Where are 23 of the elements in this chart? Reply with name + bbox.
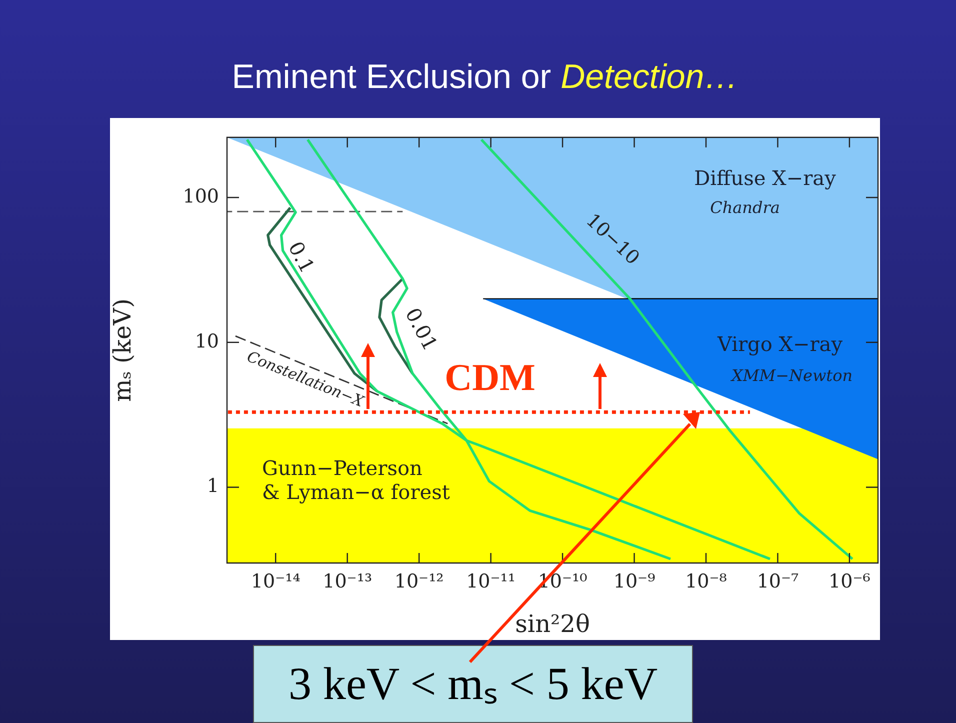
x-tick-label: 10⁻⁷: [756, 570, 800, 592]
annotation: Diffuse X−ray: [694, 166, 837, 190]
annotation: Virgo X−ray: [716, 332, 844, 356]
x-tick-label: 10⁻¹²: [394, 570, 444, 592]
x-tick-label: 10⁻⁶: [828, 570, 871, 592]
x-axis-title: sin²2θ: [515, 610, 590, 638]
annotation: CDM: [444, 356, 536, 399]
annotation: XMM−Newton: [729, 366, 853, 386]
x-tick-label: 10⁻¹¹: [466, 570, 516, 592]
x-tick-label: 10⁻¹³: [322, 570, 372, 592]
annotation: 0.1: [284, 237, 320, 277]
annotation: Chandra: [710, 198, 780, 218]
x-tick-label: 10⁻¹⁴: [250, 570, 301, 592]
x-tick-label: 10⁻⁸: [685, 570, 728, 592]
y-tick-label: 100: [182, 185, 219, 208]
y-tick-label: 10: [194, 330, 219, 352]
x-tick-label: 10⁻⁹: [613, 570, 656, 592]
band-label: Gunn−Peterson & Lyman−α forest: [262, 456, 450, 504]
text: 3 keV < mₛ < 5 keV: [253, 645, 693, 723]
y-axis-title: mₛ (keV): [108, 298, 137, 402]
chart-title: Eminent Exclusion or Detection…: [232, 58, 738, 96]
y-tick-label: 1: [206, 475, 219, 498]
annotation: 0.01: [400, 304, 443, 354]
